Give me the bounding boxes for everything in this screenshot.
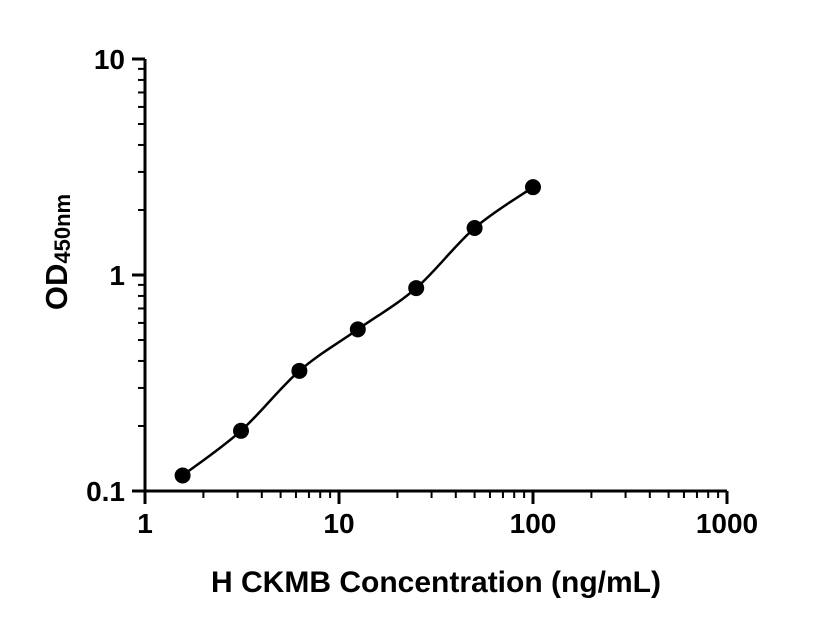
x-tick-label: 1000 (696, 508, 758, 539)
major-ticks: 1 10 100 1000 0.1 1 10 (86, 44, 758, 539)
axes (143, 59, 727, 493)
data-point-marker (525, 179, 541, 196)
x-tick-label: 100 (510, 508, 557, 539)
data-points (174, 179, 541, 484)
minor-ticks (138, 67, 720, 498)
data-point-marker (349, 321, 366, 338)
data-point-marker (174, 467, 191, 484)
data-point-marker (291, 362, 308, 379)
data-point-marker (466, 220, 483, 237)
y-axis-title-main: OD (39, 263, 74, 311)
y-axis-title: OD450nm (39, 194, 75, 310)
axis-lines (143, 59, 727, 493)
x-axis-title: H CKMB Concentration (ng/mL) (211, 566, 661, 599)
data-point-marker (233, 422, 250, 439)
x-tick-label: 10 (323, 508, 354, 539)
y-tick-label: 0.1 (86, 476, 125, 507)
data-point-marker (408, 280, 425, 297)
x-tick-label: 1 (137, 508, 153, 539)
y-tick-label: 10 (94, 44, 125, 75)
y-axis-title-subscript: 450nm (50, 193, 75, 264)
y-tick-label: 1 (109, 260, 125, 291)
